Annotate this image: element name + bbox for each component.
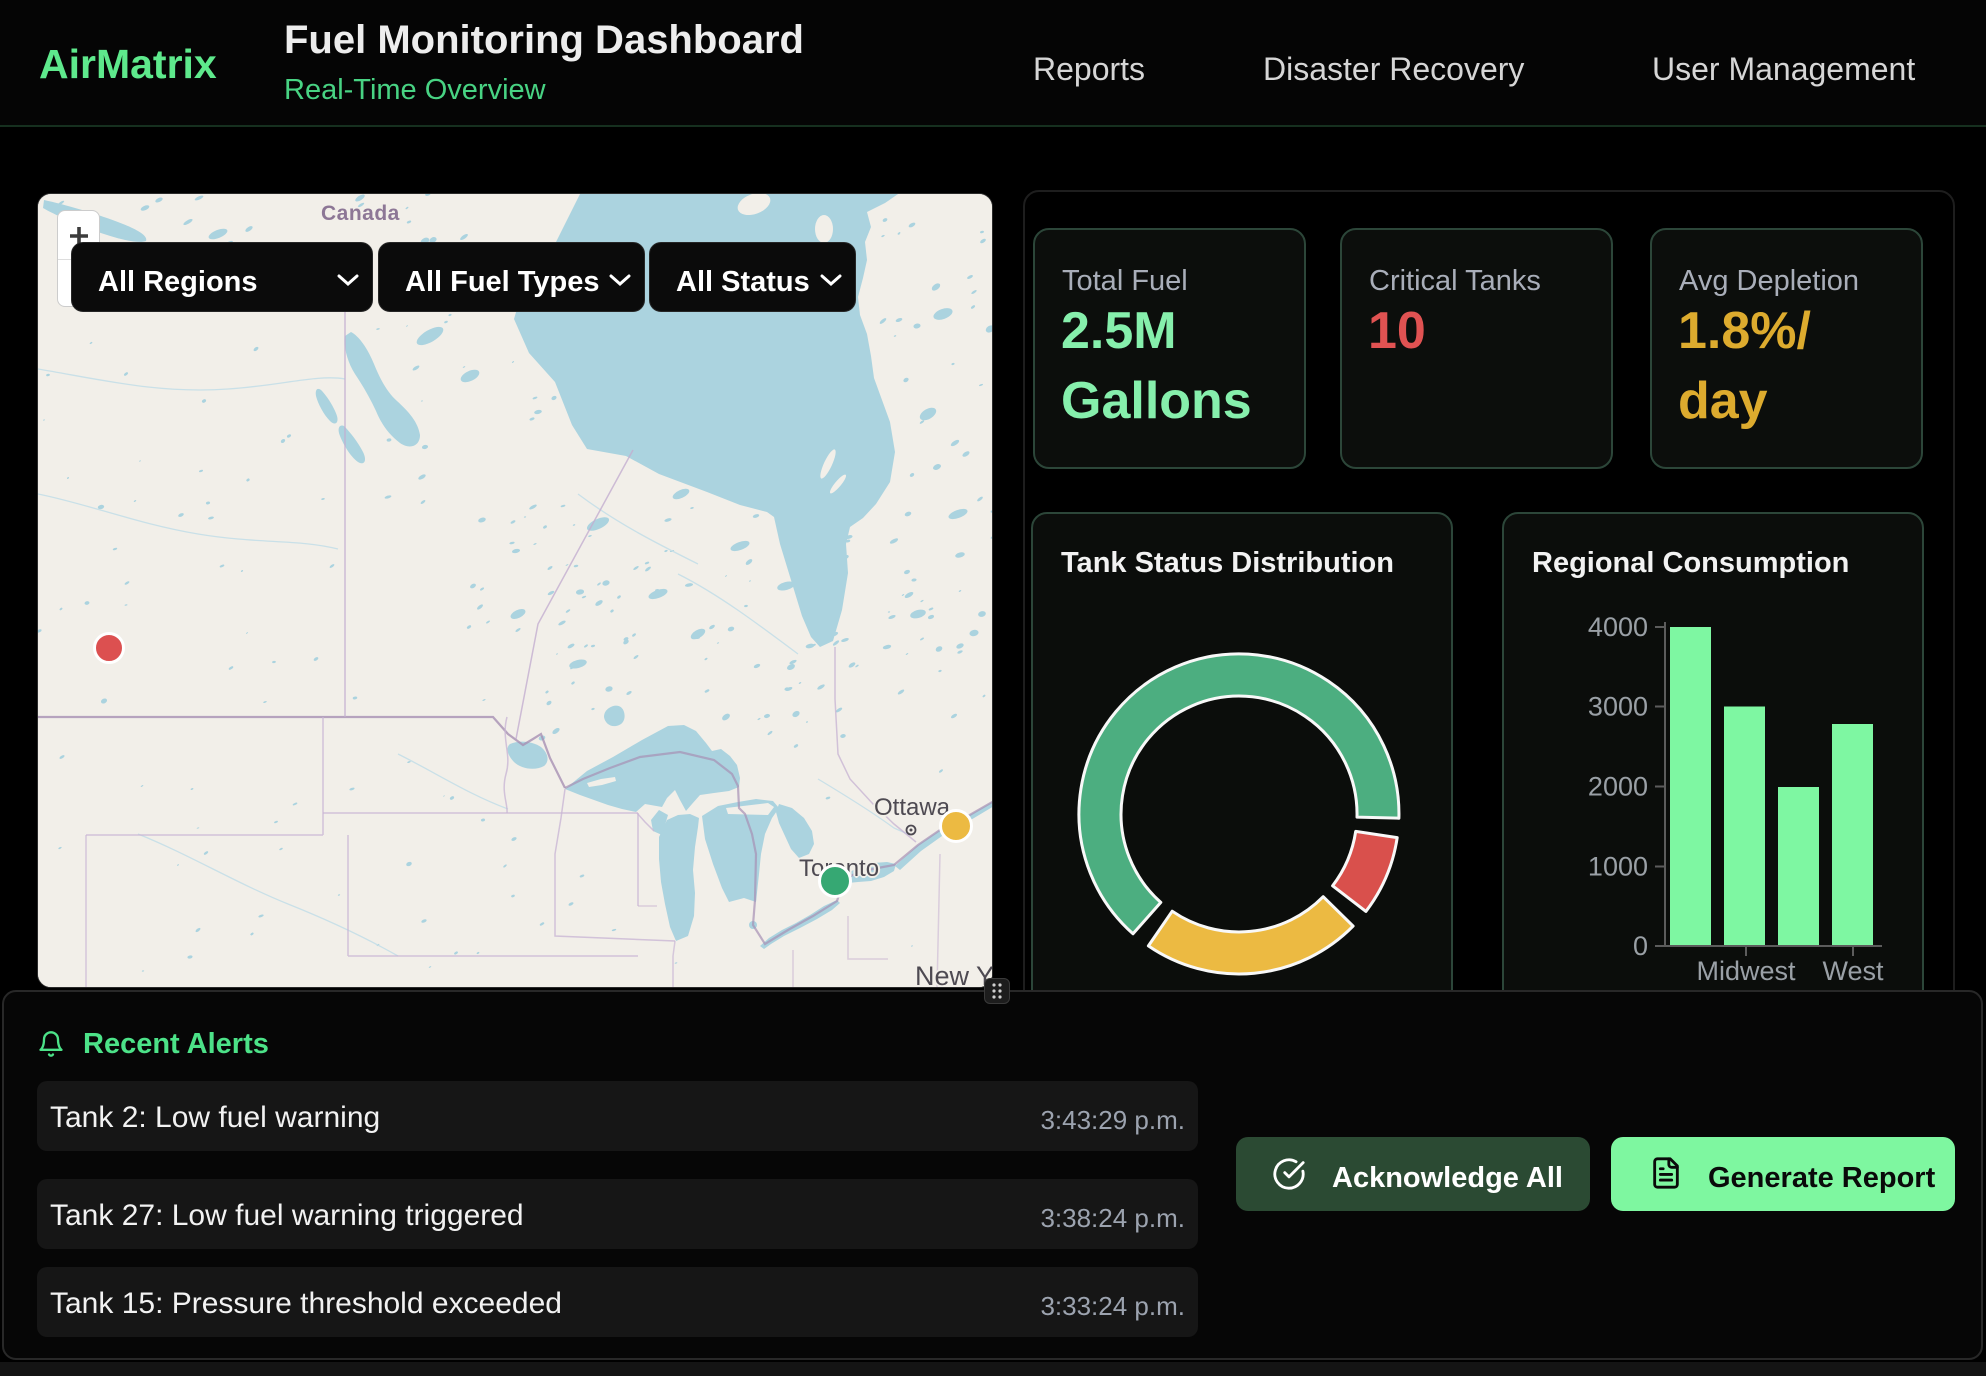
svg-text:New York: New York <box>915 961 993 988</box>
svg-text:2000: 2000 <box>1588 772 1648 802</box>
svg-text:Midwest: Midwest <box>1696 956 1796 986</box>
svg-text:0: 0 <box>1633 931 1648 961</box>
svg-text:Canada: Canada <box>321 202 400 225</box>
svg-text:3000: 3000 <box>1588 692 1648 722</box>
svg-text:1000: 1000 <box>1588 852 1648 882</box>
svg-text:4000: 4000 <box>1588 612 1648 642</box>
svg-text:Ottawa: Ottawa <box>874 794 951 821</box>
svg-text:West: West <box>1822 956 1884 986</box>
